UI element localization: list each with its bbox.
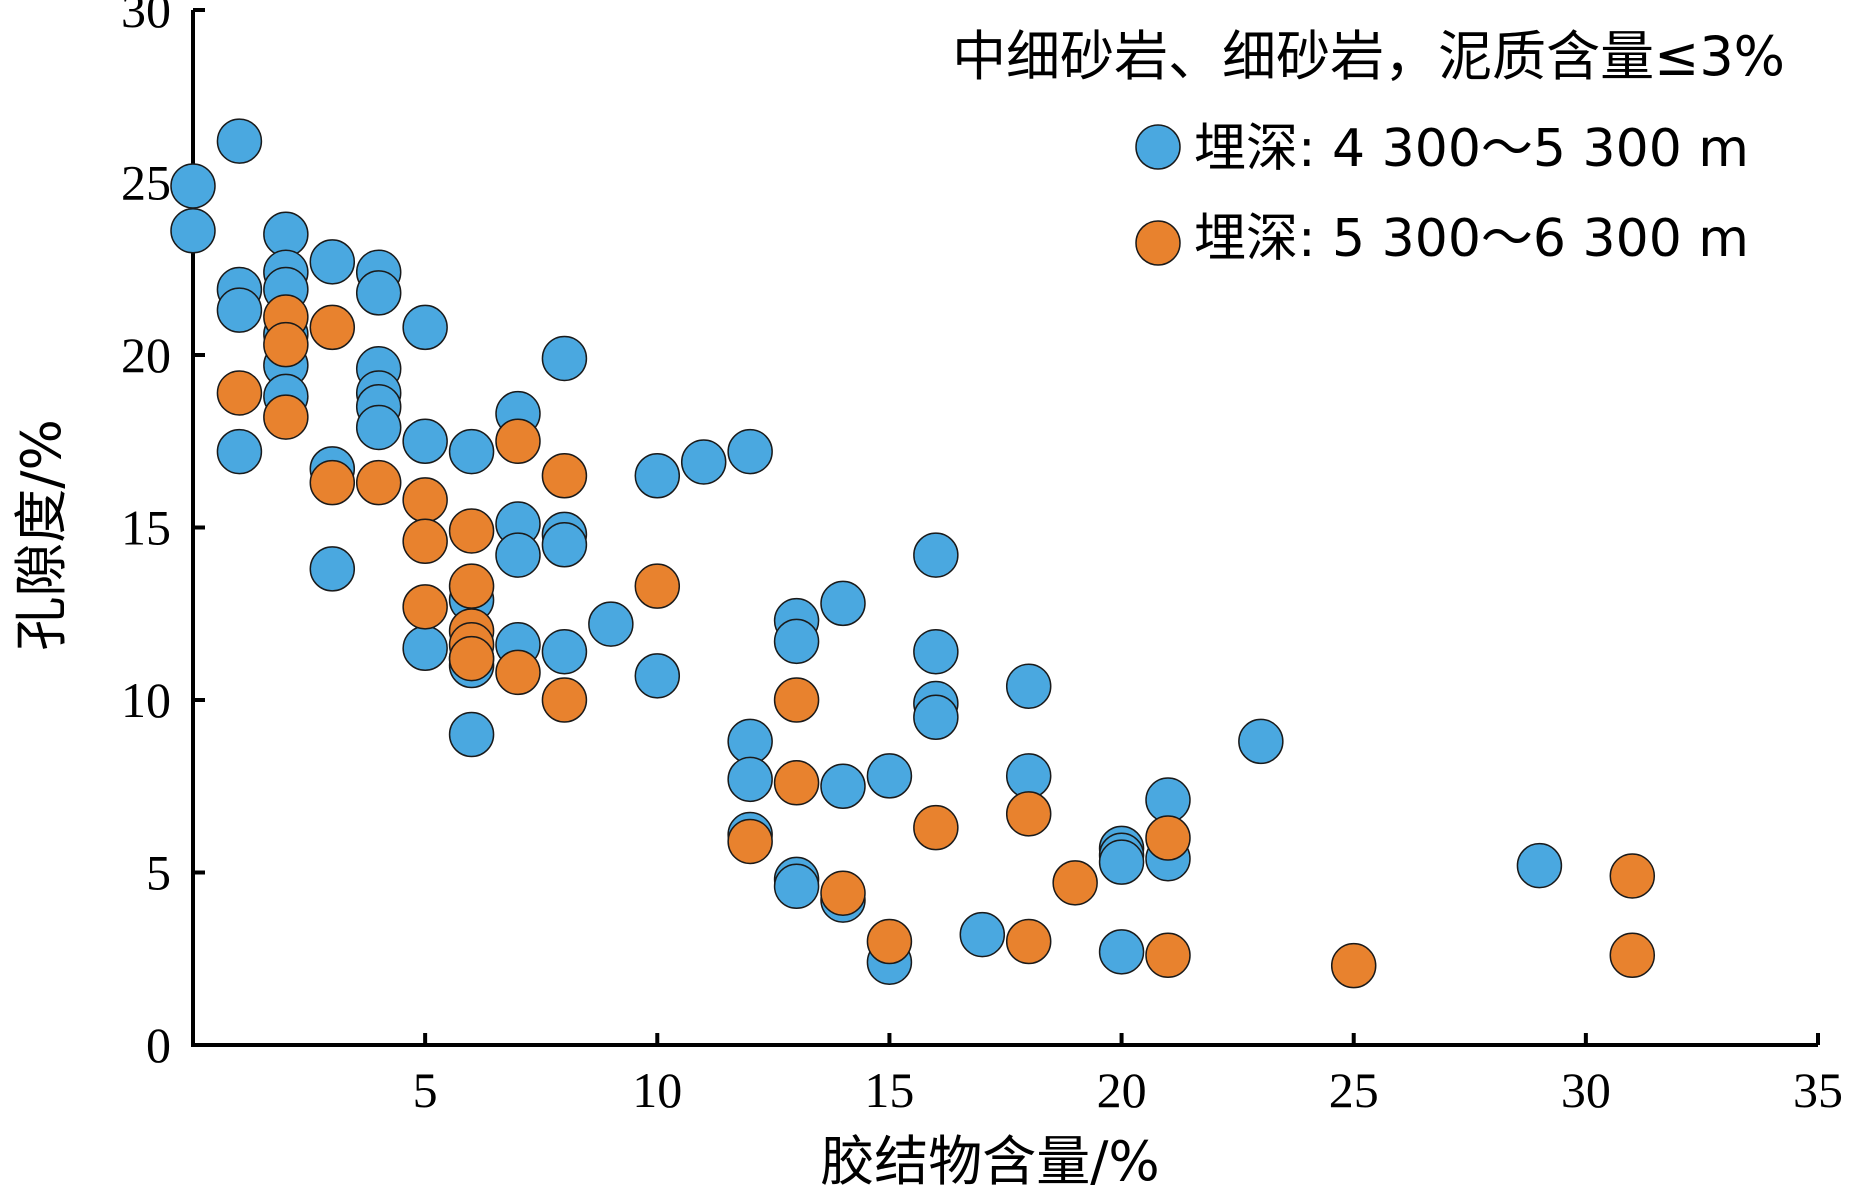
data-point-shallow bbox=[541, 522, 588, 568]
y-tick-label: 10 bbox=[121, 672, 171, 728]
data-point-shallow bbox=[773, 618, 820, 665]
data-point-deep bbox=[541, 453, 588, 499]
data-point-shallow bbox=[216, 428, 263, 475]
data-point-shallow bbox=[402, 625, 448, 671]
data-point-shallow bbox=[402, 418, 448, 464]
data-point-deep bbox=[263, 321, 309, 368]
data-point-shallow bbox=[309, 239, 356, 285]
data-point-shallow bbox=[773, 863, 820, 910]
data-point-shallow bbox=[355, 270, 402, 316]
data-point-shallow bbox=[634, 653, 681, 699]
y-tick-label: 30 bbox=[121, 0, 171, 38]
data-point-shallow bbox=[448, 428, 495, 475]
data-point-deep bbox=[402, 477, 448, 523]
data-point-deep bbox=[1609, 932, 1656, 979]
data-point-shallow bbox=[959, 911, 1006, 958]
data-point-shallow bbox=[495, 532, 541, 578]
y-tick-label: 5 bbox=[146, 845, 171, 901]
data-point-deep bbox=[541, 677, 588, 723]
data-point-deep bbox=[773, 677, 820, 723]
x-tick-label: 25 bbox=[1329, 1062, 1379, 1118]
data-point-shallow bbox=[1005, 663, 1052, 709]
data-point-deep bbox=[1330, 942, 1377, 989]
legend-label-shallow: 埋深: 4 300～5 300 m bbox=[1194, 119, 1749, 179]
y-tick-label: 0 bbox=[146, 1017, 171, 1073]
data-point-shallow bbox=[727, 756, 773, 803]
data-point-deep bbox=[448, 508, 495, 554]
y-axis-title: 孔隙度/% bbox=[10, 419, 73, 651]
data-point-shallow bbox=[170, 163, 216, 209]
x-ticks: 5 10 15 20 25 30 35 bbox=[413, 1033, 1843, 1118]
data-point-deep bbox=[355, 459, 402, 506]
data-point-deep bbox=[913, 804, 959, 851]
data-point-shallow bbox=[448, 711, 495, 758]
x-tick-label: 30 bbox=[1561, 1062, 1611, 1118]
data-point-deep bbox=[402, 584, 448, 630]
data-point-shallow bbox=[634, 453, 681, 499]
data-point-deep bbox=[820, 870, 866, 916]
data-point-shallow bbox=[541, 335, 588, 382]
data-point-deep bbox=[727, 818, 773, 865]
y-ticks: 0 5 10 15 20 25 30 bbox=[121, 0, 205, 1073]
data-point-deep bbox=[1005, 918, 1052, 965]
data-point-deep bbox=[263, 394, 309, 440]
data-point-shallow bbox=[588, 601, 634, 647]
legend-marker-shallow bbox=[1135, 124, 1181, 170]
data-point-shallow bbox=[216, 287, 263, 333]
data-point-shallow bbox=[913, 532, 959, 578]
x-tick-label: 5 bbox=[413, 1062, 438, 1118]
x-axis-title: 胶结物含量/% bbox=[820, 1130, 1160, 1192]
data-point-shallow bbox=[820, 580, 866, 627]
data-point-shallow bbox=[913, 694, 959, 740]
x-tick-label: 10 bbox=[632, 1062, 682, 1118]
data-point-deep bbox=[773, 760, 820, 806]
data-point-deep bbox=[309, 459, 356, 506]
data-point-shallow bbox=[355, 404, 402, 451]
data-points bbox=[170, 118, 1656, 989]
y-tick-label: 25 bbox=[121, 155, 171, 211]
data-point-shallow bbox=[1238, 718, 1284, 765]
x-tick-label: 15 bbox=[864, 1062, 914, 1118]
legend-title: 中细砂岩、细砂岩，泥质含量≤3% bbox=[952, 25, 1785, 88]
data-point-shallow bbox=[309, 546, 356, 592]
data-point-shallow bbox=[1098, 929, 1145, 975]
data-point-shallow bbox=[541, 628, 588, 675]
data-point-shallow bbox=[170, 208, 216, 254]
data-point-shallow bbox=[820, 763, 866, 809]
data-point-deep bbox=[866, 918, 913, 965]
data-point-deep bbox=[495, 418, 541, 464]
legend-label-deep: 埋深: 5 300～6 300 m bbox=[1194, 209, 1749, 269]
x-tick-label: 35 bbox=[1793, 1062, 1843, 1118]
y-tick-label: 20 bbox=[121, 327, 171, 383]
data-point-deep bbox=[448, 563, 495, 609]
data-point-deep bbox=[1005, 791, 1052, 837]
data-point-deep bbox=[1145, 932, 1191, 979]
data-point-shallow bbox=[216, 118, 263, 164]
data-point-deep bbox=[309, 304, 356, 351]
data-point-shallow bbox=[1516, 842, 1563, 889]
data-point-deep bbox=[1052, 860, 1098, 906]
x-tick-label: 20 bbox=[1097, 1062, 1147, 1118]
legend-marker-deep bbox=[1135, 220, 1181, 266]
data-point-shallow bbox=[727, 428, 773, 475]
data-point-deep bbox=[1609, 853, 1656, 899]
data-point-shallow bbox=[913, 628, 959, 675]
data-point-deep bbox=[495, 649, 541, 696]
data-point-deep bbox=[216, 370, 263, 416]
data-point-deep bbox=[448, 635, 495, 682]
data-point-deep bbox=[402, 518, 448, 565]
legend: 中细砂岩、细砂岩，泥质含量≤3% 埋深: 4 300～5 300 m 埋深: 5… bbox=[952, 25, 1785, 269]
data-point-shallow bbox=[402, 304, 448, 351]
data-point-deep bbox=[634, 563, 681, 609]
data-point-shallow bbox=[680, 439, 727, 485]
data-point-deep bbox=[1145, 815, 1191, 861]
y-tick-label: 15 bbox=[121, 500, 171, 556]
data-point-shallow bbox=[866, 753, 913, 799]
data-point-shallow bbox=[1098, 839, 1145, 885]
